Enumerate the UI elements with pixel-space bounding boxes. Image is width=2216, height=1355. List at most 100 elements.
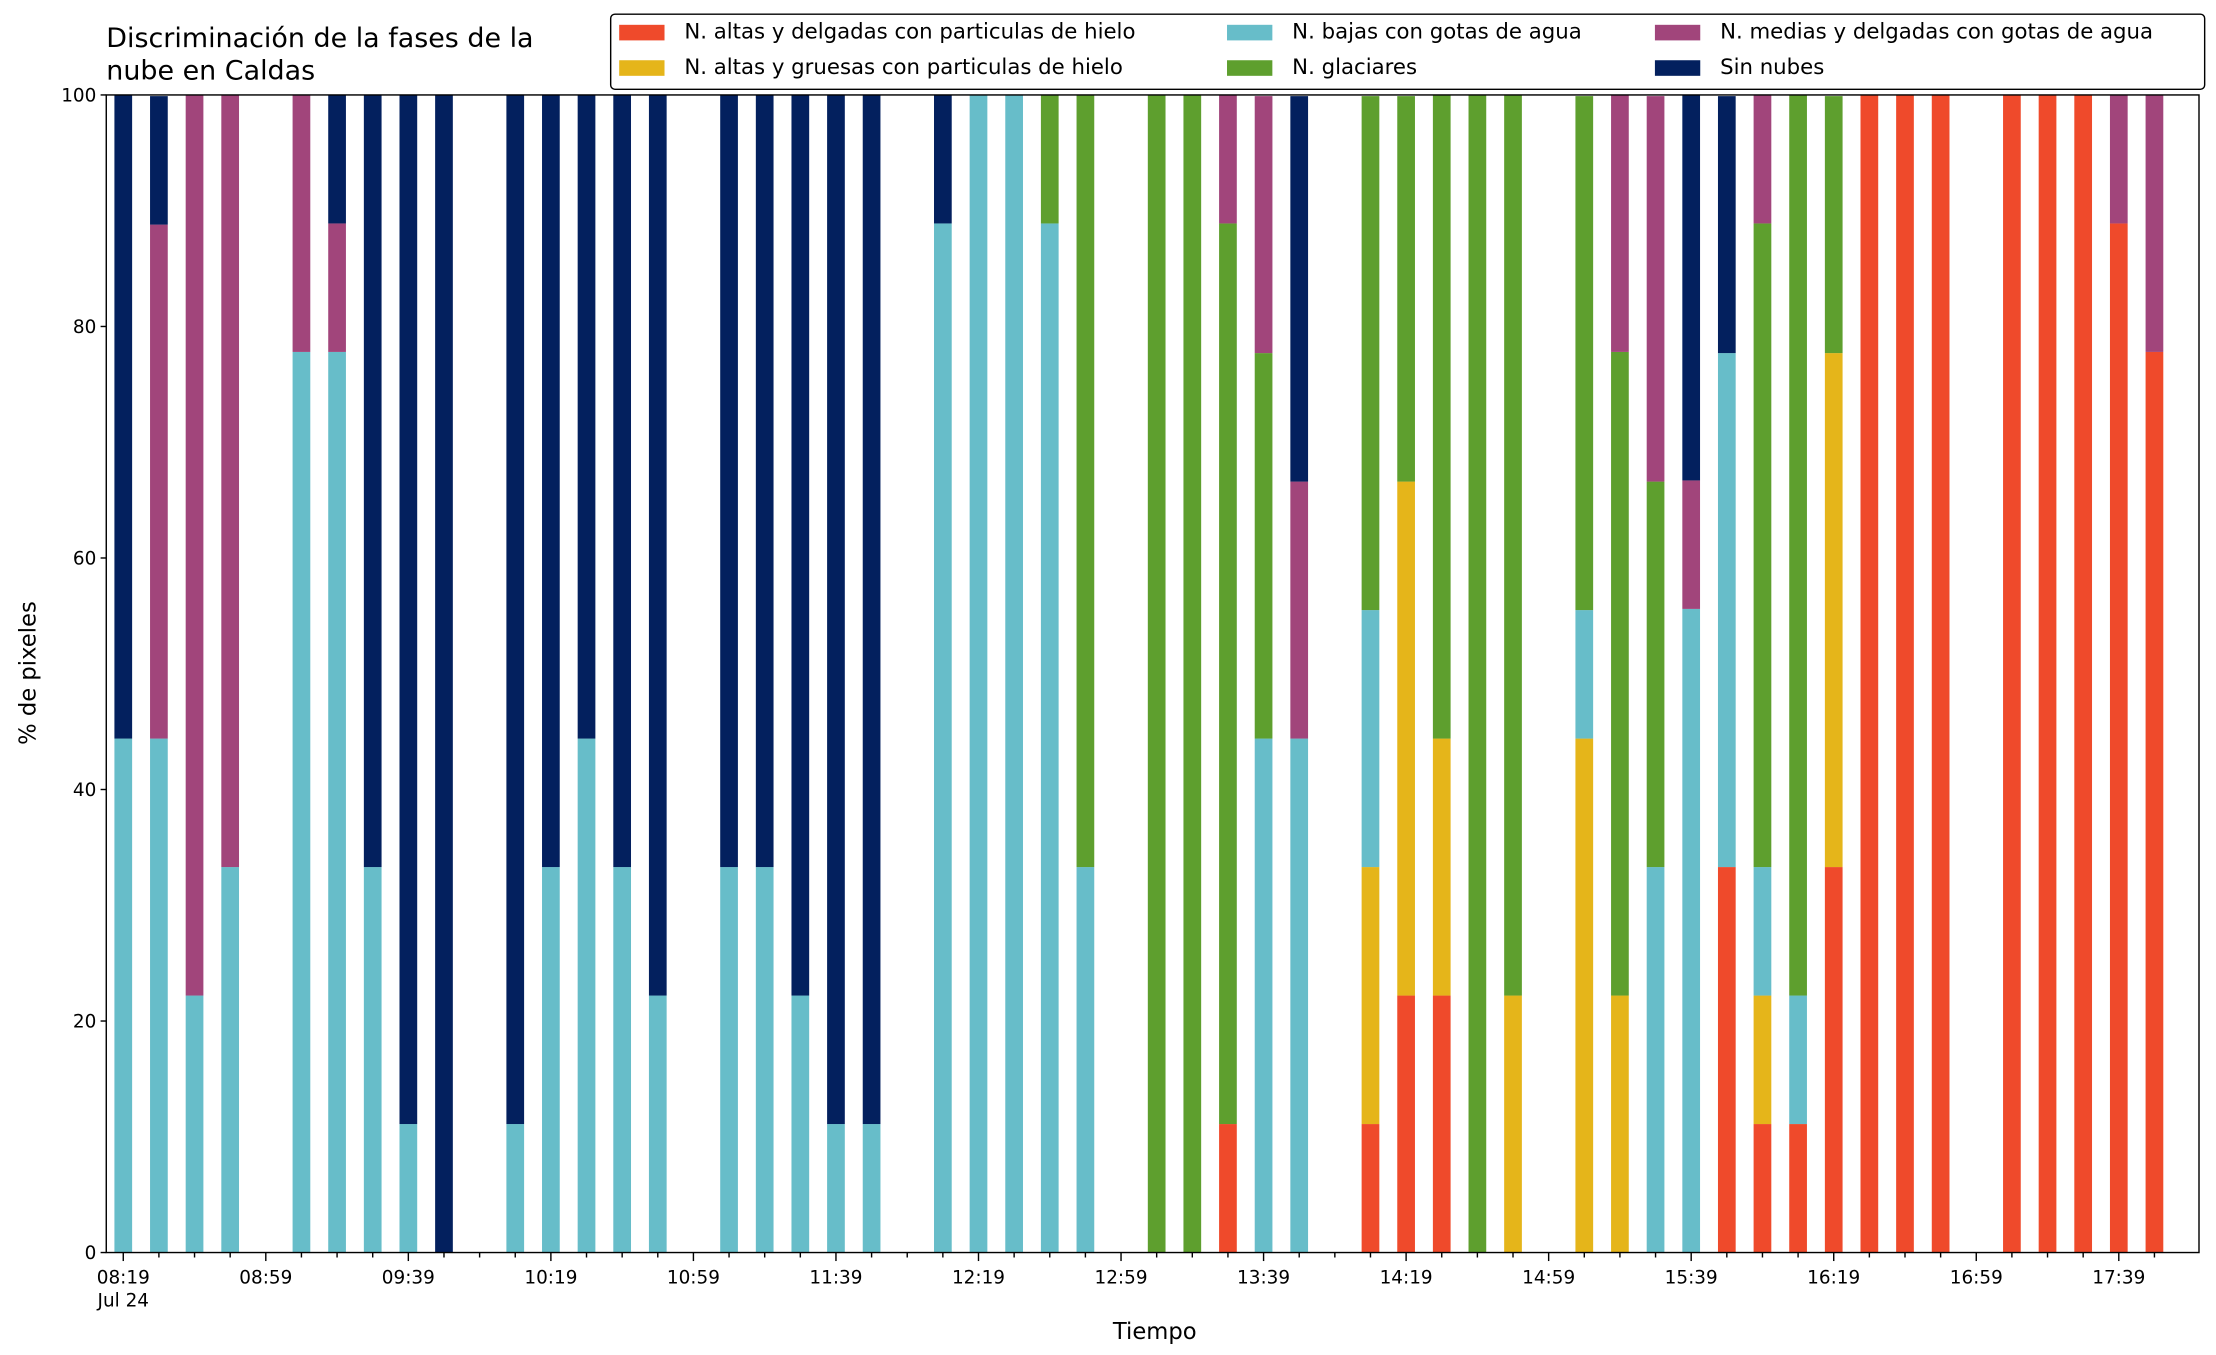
bar-segment xyxy=(1219,94,1237,224)
bar-segment xyxy=(1646,96,1665,482)
legend-box xyxy=(609,13,2206,90)
y-axis-label: % de pixeles xyxy=(15,601,41,745)
bar-segment xyxy=(969,94,988,1253)
bar-segment xyxy=(648,995,667,1253)
bar-segment xyxy=(720,867,738,1253)
bar-segment xyxy=(2145,351,2164,1253)
bar-segment xyxy=(399,94,418,1125)
bar-segment xyxy=(2003,94,2021,1253)
bar-segment xyxy=(791,94,810,996)
bar-segment xyxy=(1575,610,1594,739)
bar-segment xyxy=(1682,94,1701,481)
bar-segment xyxy=(2109,223,2128,1253)
bar-segment xyxy=(755,867,774,1253)
bar-segment xyxy=(542,94,560,868)
x-tick-label: 14:59 xyxy=(1522,1268,1575,1289)
bar-segment xyxy=(720,94,738,868)
bar-segment xyxy=(1753,995,1772,1125)
y-tick-label: 0 xyxy=(85,1243,97,1264)
bar-segment xyxy=(185,995,204,1253)
bar-segment xyxy=(1789,1124,1807,1253)
bar-segment xyxy=(150,96,168,225)
plot-frame xyxy=(105,94,2200,1254)
bar-segment xyxy=(506,94,525,1125)
bar-segment xyxy=(114,94,133,739)
bar-segment xyxy=(2038,94,2057,1253)
title-box: Discriminación de la fases de la nube en… xyxy=(106,22,534,87)
bar-segment xyxy=(150,224,168,739)
legend-swatch xyxy=(619,60,665,76)
x-tick-label: 17:39 xyxy=(2092,1268,2145,1289)
bar-segment xyxy=(827,94,845,1125)
bar-segment xyxy=(1789,94,1807,996)
bar-segment xyxy=(1504,94,1522,996)
legend-label: N. altas y delgadas con particulas de hi… xyxy=(684,20,1135,45)
legend-label: N. medias y delgadas con gotas de agua xyxy=(1720,20,2153,45)
y-tick-label: 40 xyxy=(73,780,96,801)
bar-segment xyxy=(1432,94,1451,739)
x-tick-label: 16:19 xyxy=(1807,1268,1860,1289)
x-tick-label: 11:39 xyxy=(809,1268,862,1289)
bar-segment xyxy=(292,94,311,352)
bar-segment xyxy=(1397,481,1415,996)
bar-segment xyxy=(1254,353,1273,739)
bar-segment xyxy=(292,351,311,1253)
bar-segment xyxy=(755,94,774,868)
chart-title: Discriminación de la fases de la nube en… xyxy=(106,22,534,87)
bar-segment xyxy=(1468,94,1487,1253)
bar-segment xyxy=(399,1124,418,1253)
bar-segment xyxy=(1504,995,1522,1253)
bar-segment xyxy=(1432,995,1451,1253)
bar-segment xyxy=(1397,995,1415,1253)
bar-segment xyxy=(1183,94,1202,1253)
bar-segment xyxy=(328,223,346,352)
bar-segment xyxy=(221,867,240,1253)
x-tick-label: 10:59 xyxy=(667,1268,720,1289)
bar-segment xyxy=(1824,96,1843,354)
bar-segment xyxy=(1290,738,1309,1253)
bar-segment xyxy=(1753,1124,1772,1253)
bar-segment xyxy=(1290,96,1309,482)
legend-label: N. glaciares xyxy=(1292,55,1417,80)
x-tick-label: 16:59 xyxy=(1950,1268,2003,1289)
bar-segment xyxy=(185,94,204,996)
bar-segment xyxy=(577,94,596,739)
x-tick-label: 10:19 xyxy=(524,1268,577,1289)
bar-segment xyxy=(1254,96,1273,354)
bar-segment xyxy=(1219,223,1237,1125)
x-tick-label: 15:39 xyxy=(1665,1268,1718,1289)
bar-segment xyxy=(1789,995,1807,1125)
bar-segment xyxy=(1824,867,1843,1253)
bar-segment xyxy=(1005,94,1023,1253)
bar-segment xyxy=(1753,223,1772,868)
bar-segment xyxy=(1682,480,1701,609)
legend-swatch xyxy=(619,24,665,41)
bar-segment xyxy=(1575,738,1594,1253)
bar-segment xyxy=(363,94,382,868)
bar-segment xyxy=(1682,608,1701,1253)
y-tick-label: 60 xyxy=(73,548,96,569)
bar-segment xyxy=(1753,94,1772,224)
bar-segment xyxy=(435,94,453,1253)
bar-segment xyxy=(1361,96,1380,611)
bar-segment xyxy=(363,867,382,1253)
bar-segment xyxy=(150,738,168,1253)
bar-segment xyxy=(1040,223,1059,1253)
bar-segment xyxy=(1040,94,1059,224)
bar-segment xyxy=(2145,94,2164,352)
bar-segment xyxy=(1896,94,1914,1253)
bar-segment xyxy=(1076,867,1095,1253)
bar-segment xyxy=(613,867,632,1253)
bar-segment xyxy=(1147,94,1166,1253)
bar-segment xyxy=(328,351,346,1253)
x-tick-label: 14:19 xyxy=(1380,1268,1433,1289)
bar-segment xyxy=(2109,94,2128,224)
bar-segment xyxy=(1254,738,1273,1253)
bar-segment xyxy=(1611,94,1629,352)
legend-swatch xyxy=(1227,60,1273,76)
x-date-label: Jul 24 xyxy=(97,1290,149,1311)
x-axis-label: Tiempo xyxy=(1112,1319,1197,1345)
bar-segment xyxy=(862,94,881,1125)
